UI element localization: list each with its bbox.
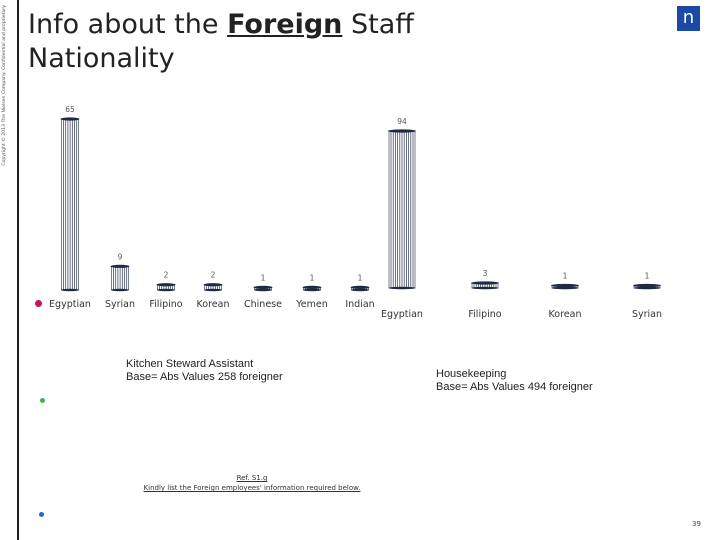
title-prefix: Info about the: [28, 9, 228, 40]
chart1-bar-0-base: [61, 288, 79, 292]
slide-title: Info about the Foreign Staff Nationality: [28, 8, 448, 76]
chart2-value-label-2: 1: [563, 272, 568, 281]
chart1-value-label-1: 9: [118, 252, 123, 261]
chart1-bar-3-cap: [203, 283, 223, 287]
chart2-bar-0-cap: [388, 129, 416, 133]
reference-note: Ref. S1.g Kindly list the Foreign employ…: [120, 473, 384, 493]
chart2-bar-0-base: [388, 286, 416, 290]
chart1-caption-base: Base= Abs Values 258 foreigner: [126, 371, 283, 383]
chart2-category-label-3: Syrian: [632, 309, 662, 320]
chart1-value-label-2: 2: [164, 271, 169, 280]
chart2-category-label-0: Egyptian: [381, 309, 423, 320]
pink-dot: [35, 300, 42, 307]
chart1-bar-4-cap: [253, 285, 273, 289]
chart2-value-label-3: 1: [645, 272, 650, 281]
green-dot: [40, 398, 45, 403]
chart2-value-label-0: 94: [397, 117, 407, 126]
chart1-category-label-4: Chinese: [244, 299, 282, 310]
chart2-bar-2-base: [551, 286, 579, 290]
chart1-bar-1-base: [111, 288, 129, 292]
chart2-bar-3-base: [633, 286, 661, 290]
chart1-category-label-2: Filipino: [149, 299, 182, 310]
chart1-caption-title: Kitchen Steward Assistant: [126, 358, 254, 370]
chart1-bar-0-cap: [60, 117, 80, 121]
chart2-bar-3-cap: [633, 283, 661, 288]
chart1-category-label-0: Egyptian: [49, 299, 91, 310]
chart2-bar-2-cap: [551, 283, 579, 288]
chart1-category-label-1: Syrian: [105, 299, 135, 310]
chart2-caption-base: Base= Abs Values 494 foreigner: [436, 381, 593, 393]
title-suffix: Staff Nationality: [28, 9, 414, 74]
chart1-value-label-5: 1: [310, 273, 315, 282]
chart1-bar-3-base: [204, 288, 222, 292]
chart1-caption: Kitchen Steward Assistant Base= Abs Valu…: [126, 358, 283, 384]
title-underlined-word: Foreign: [227, 9, 343, 40]
blue-dot: [39, 512, 44, 517]
chart1-bar-6-cap: [350, 285, 370, 289]
reference-question: Kindly list the Foreign employees' infor…: [143, 484, 361, 492]
chart2-caption: Housekeeping Base= Abs Values 494 foreig…: [436, 368, 593, 394]
chart2-value-label-1: 3: [483, 269, 488, 278]
chart1-value-label-3: 2: [211, 271, 216, 280]
sidebar-divider: [17, 0, 19, 540]
chart1-bar-2-base: [157, 288, 175, 292]
chart1-bar-6-base: [351, 288, 369, 292]
chart1-value-label-4: 1: [261, 273, 266, 282]
chart2-category-label-1: Filipino: [468, 309, 501, 320]
chart1-bar-2-cap: [156, 283, 176, 287]
chart1-value-label-0: 65: [65, 105, 75, 114]
chart2-category-label-2: Korean: [549, 309, 582, 320]
left-sidebar: Copyright © 2013 The Nielsen Company. Co…: [0, 0, 45, 540]
chart1-value-label-6: 1: [358, 273, 363, 282]
page-number: 39: [692, 520, 701, 528]
chart1-bar-5-cap: [302, 285, 322, 289]
brand-logo: n: [677, 6, 700, 31]
chart1-bar-5-base: [303, 288, 321, 292]
chart1-category-label-3: Korean: [197, 299, 230, 310]
chart1-bar-1-cap: [110, 264, 130, 268]
chart2-bar-1-cap: [471, 281, 499, 285]
chart1-bar-4-base: [254, 288, 272, 292]
chart1-category-label-5: Yemen: [295, 299, 328, 310]
reference-code: Ref. S1.g: [236, 474, 268, 482]
chart2-bar-1-base: [471, 286, 499, 290]
chart1-category-label-6: Indian: [345, 299, 374, 310]
chart2-caption-title: Housekeeping: [436, 368, 507, 380]
